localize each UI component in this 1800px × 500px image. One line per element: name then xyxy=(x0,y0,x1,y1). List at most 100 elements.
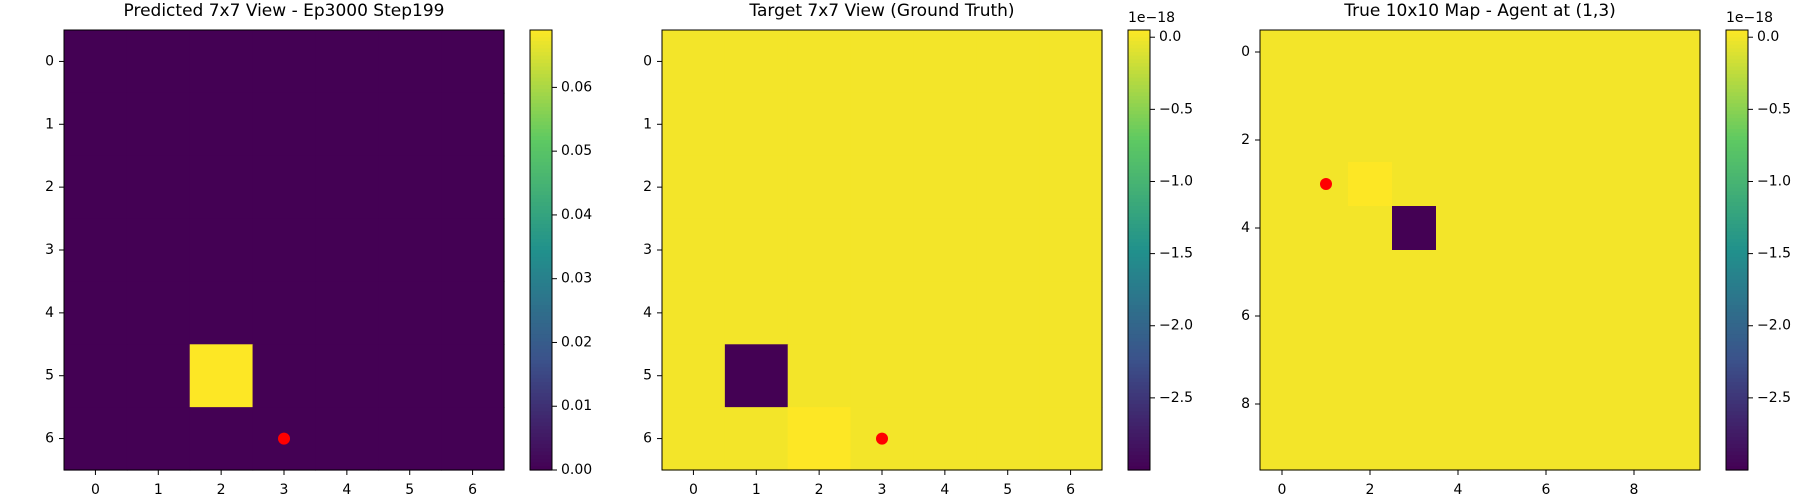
heatmap-cell xyxy=(1348,30,1393,75)
heatmap-cell xyxy=(1524,206,1569,251)
colorbar-segment xyxy=(530,235,552,240)
x-tick-label: 2 xyxy=(217,482,226,498)
heatmap-cell xyxy=(1612,74,1657,119)
colorbar-segment xyxy=(530,118,552,123)
colorbar-segment xyxy=(530,279,552,284)
colorbar-segment xyxy=(1726,415,1748,420)
heatmap-cell xyxy=(1656,294,1701,339)
heatmap-cell xyxy=(1260,206,1305,251)
colorbar-segment xyxy=(1726,213,1748,218)
heatmap-cell xyxy=(315,92,379,157)
colorbar-segment xyxy=(1128,459,1150,464)
colorbar-segment xyxy=(1726,77,1748,82)
colorbar-segment xyxy=(1128,37,1150,42)
colorbar-segment xyxy=(1726,191,1748,196)
colorbar-segment xyxy=(1726,114,1748,119)
colorbar-segment xyxy=(530,294,552,299)
heatmap-cell xyxy=(64,407,128,471)
colorbar-segment xyxy=(1128,187,1150,192)
colorbar-segment xyxy=(530,451,552,456)
colorbar-segment xyxy=(530,352,552,357)
heatmap-cell xyxy=(1348,426,1393,471)
colorbar-segment xyxy=(1726,220,1748,225)
heatmap-cell xyxy=(1480,426,1525,471)
colorbar-segment xyxy=(530,275,552,280)
heatmap-cell xyxy=(976,281,1040,345)
colorbar-segment xyxy=(1128,418,1150,423)
heatmap-cell xyxy=(126,155,191,220)
colorbar-segment xyxy=(1726,246,1748,251)
colorbar-segment xyxy=(530,52,552,57)
colorbar-segment xyxy=(1128,451,1150,456)
y-tick-label: 0 xyxy=(643,53,652,69)
heatmap-cell xyxy=(787,155,852,220)
colorbar-segment xyxy=(1726,143,1748,148)
heatmap-cell xyxy=(189,344,254,408)
colorbar-segment xyxy=(1128,107,1150,112)
colorbar-segment xyxy=(1128,48,1150,53)
colorbar-segment xyxy=(1726,360,1748,365)
colorbar-segment xyxy=(1726,418,1748,423)
heatmap-cell xyxy=(1348,294,1393,339)
colorbar-segment xyxy=(530,297,552,302)
colorbar-segment xyxy=(1128,374,1150,379)
colorbar-segment xyxy=(530,305,552,310)
colorbar-segment xyxy=(530,455,552,460)
heatmap-cell xyxy=(126,30,191,94)
colorbar-segment xyxy=(1128,396,1150,401)
colorbar-segment xyxy=(1726,345,1748,350)
colorbar-segment xyxy=(1726,297,1748,302)
heatmap-cell xyxy=(1348,250,1393,295)
y-tick-label: 3 xyxy=(45,242,54,258)
colorbar-segment xyxy=(1128,55,1150,60)
colorbar-segment xyxy=(530,393,552,398)
heatmap-cell xyxy=(913,155,977,220)
x-tick-label: 6 xyxy=(468,482,477,498)
colorbar-segment xyxy=(1128,323,1150,328)
colorbar-segment xyxy=(1726,198,1748,203)
heatmap-cell xyxy=(441,281,505,345)
heatmap-cell xyxy=(64,30,128,94)
colorbar-segment xyxy=(1128,191,1150,196)
heatmap-cell xyxy=(976,30,1040,94)
colorbar-segment xyxy=(1726,231,1748,236)
colorbar-segment xyxy=(1128,121,1150,126)
colorbar-segment xyxy=(1128,437,1150,442)
heatmap-cell xyxy=(189,281,254,345)
colorbar-segment xyxy=(530,367,552,372)
colorbar-segment xyxy=(530,202,552,207)
colorbar-segment xyxy=(1128,257,1150,262)
colorbar-segment xyxy=(1726,107,1748,112)
colorbar-segment xyxy=(530,323,552,328)
colorbar-segment xyxy=(1726,312,1748,317)
colorbar-segment xyxy=(530,264,552,269)
colorbar-segment xyxy=(1128,59,1150,64)
heatmap-cell xyxy=(1612,30,1657,75)
y-tick-label: 4 xyxy=(1241,220,1250,236)
colorbar-segment xyxy=(1128,41,1150,46)
colorbar-tick-label: −1.0 xyxy=(1159,173,1193,189)
colorbar-segment xyxy=(1726,63,1748,68)
colorbar-segment xyxy=(1128,393,1150,398)
colorbar-segment xyxy=(1128,52,1150,57)
colorbar-segment xyxy=(1128,400,1150,405)
y-tick-label: 5 xyxy=(643,368,652,384)
heatmap-cell xyxy=(1392,250,1437,295)
heatmap-cell xyxy=(1304,382,1349,427)
colorbar-segment xyxy=(530,48,552,53)
colorbar-segment xyxy=(1128,44,1150,49)
x-tick-label: 4 xyxy=(342,482,351,498)
heatmap-cell xyxy=(1348,162,1393,207)
heatmap-cell xyxy=(913,92,977,157)
colorbar-segment xyxy=(530,198,552,203)
colorbar-segment xyxy=(1726,48,1748,53)
heatmap-cell xyxy=(441,218,505,283)
colorbar-segment xyxy=(530,224,552,229)
colorbar-segment xyxy=(1128,151,1150,156)
colorbar-segment xyxy=(1726,330,1748,335)
heatmap-cell xyxy=(64,155,128,220)
heatmap-cell xyxy=(1392,382,1437,427)
colorbar-segment xyxy=(530,371,552,376)
colorbar-segment xyxy=(530,136,552,141)
colorbar-segment xyxy=(1128,330,1150,335)
